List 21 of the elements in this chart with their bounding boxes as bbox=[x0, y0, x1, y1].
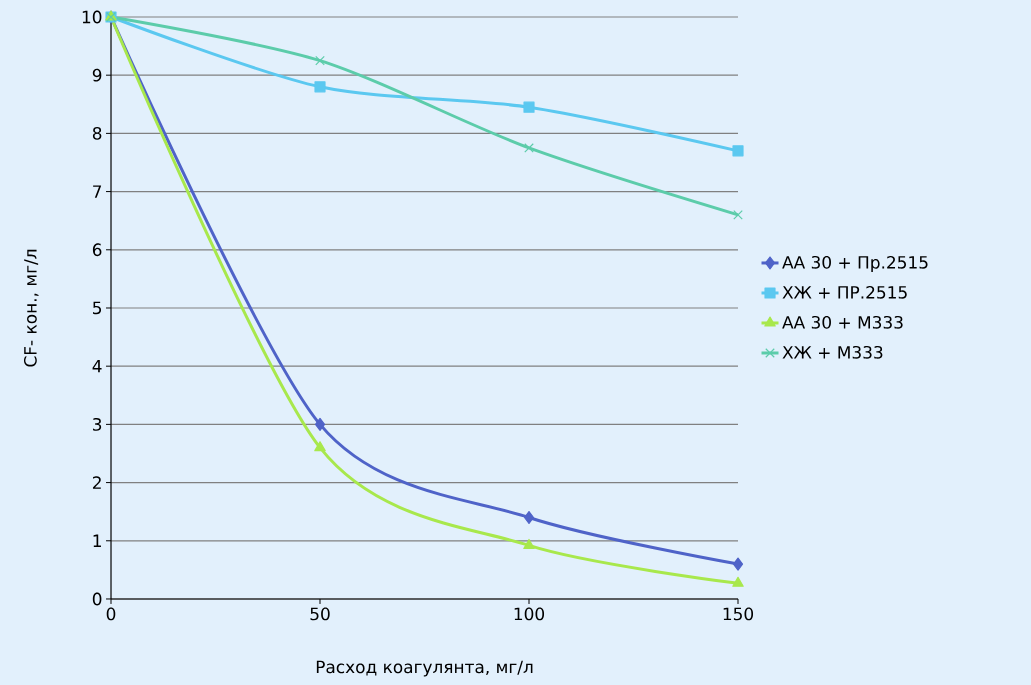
y-tick-label: 7 bbox=[93, 185, 102, 198]
y-tick-label: 9 bbox=[92, 68, 102, 82]
x-tick-label: 150 bbox=[723, 607, 754, 621]
y-tick-label: 1 bbox=[93, 534, 101, 547]
y-tick-label: 6 bbox=[92, 243, 102, 257]
legend-label: ХЖ + М333 bbox=[782, 345, 883, 359]
y-axis-title: CF- кон., мг/л bbox=[23, 249, 39, 367]
legend-label: АА 30 + Пр.2515 bbox=[782, 255, 928, 273]
y-tick-label: 8 bbox=[92, 126, 102, 140]
y-tick-label: 0 bbox=[92, 592, 102, 606]
y-tick-label: 4 bbox=[92, 360, 102, 373]
y-tick-label: 5 bbox=[93, 301, 102, 315]
y-tick-label: 3 bbox=[93, 417, 102, 431]
y-tick-label: 2 bbox=[92, 476, 101, 489]
x-tick-label: 100 bbox=[514, 607, 545, 621]
x-tick-label: 50 bbox=[310, 607, 330, 621]
x-tick-label: 0 bbox=[106, 607, 116, 621]
x-axis-title: Расход коагулянта, мг/л bbox=[316, 660, 533, 677]
legend-label: АА 30 + М333 bbox=[782, 315, 903, 329]
y-tick-label: 10 bbox=[82, 10, 102, 24]
legend-label: ХЖ + ПР.2515 bbox=[782, 285, 907, 299]
